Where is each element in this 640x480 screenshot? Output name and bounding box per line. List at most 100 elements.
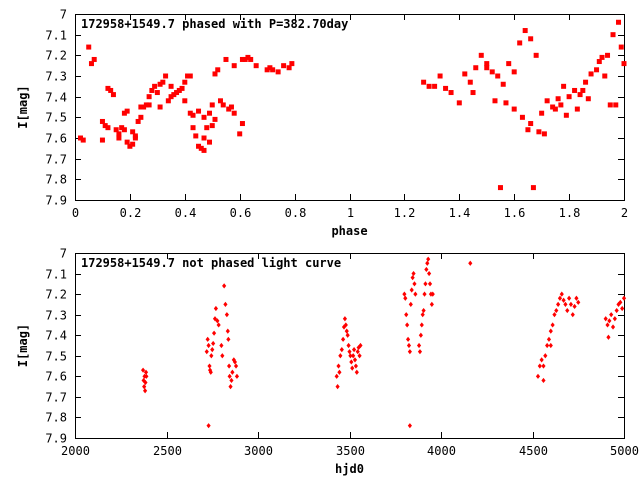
data-point bbox=[554, 307, 559, 314]
data-point bbox=[208, 369, 213, 375]
data-point bbox=[550, 104, 556, 110]
data-point bbox=[352, 357, 358, 363]
data-point bbox=[190, 112, 196, 118]
data-point bbox=[484, 61, 490, 67]
data-point bbox=[613, 102, 619, 108]
data-point bbox=[350, 365, 355, 371]
data-point bbox=[185, 73, 191, 79]
data-point bbox=[420, 312, 425, 318]
data-point bbox=[596, 59, 602, 65]
data-point bbox=[511, 106, 517, 112]
data-point bbox=[543, 353, 548, 359]
data-point bbox=[77, 135, 83, 141]
data-point bbox=[341, 336, 346, 342]
chart-2: 2000 2500 3000 3500 4000 4500 5000 7 7.1 7.2 7.3 7.… bbox=[16, 247, 639, 477]
data-point bbox=[426, 256, 431, 262]
data-point bbox=[193, 133, 199, 139]
data-point bbox=[201, 135, 207, 141]
data-point bbox=[264, 67, 270, 73]
y-tick-label: 7.5 bbox=[45, 111, 67, 125]
data-point bbox=[555, 96, 561, 102]
y-tick-label: 7.3 bbox=[45, 70, 67, 84]
y-tick-label: 7.6 bbox=[45, 132, 67, 146]
data-point bbox=[176, 87, 182, 93]
data-point bbox=[607, 318, 612, 324]
y-tick-label: 7.7 bbox=[45, 153, 67, 167]
y-tick-label: 7.8 bbox=[45, 411, 67, 425]
data-point bbox=[572, 87, 578, 93]
data-point bbox=[146, 102, 152, 108]
data-point bbox=[410, 275, 415, 281]
data-point bbox=[497, 185, 503, 191]
data-point bbox=[432, 83, 438, 89]
data-point bbox=[207, 110, 213, 116]
data-point bbox=[405, 322, 410, 328]
data-point bbox=[506, 61, 512, 67]
x-axis-label: phase bbox=[331, 224, 367, 238]
y-tick-label: 7.9 bbox=[45, 194, 67, 208]
data-point bbox=[232, 359, 238, 365]
data-point bbox=[408, 301, 413, 307]
data-point bbox=[207, 367, 213, 373]
data-point bbox=[422, 291, 427, 297]
data-point bbox=[116, 131, 122, 137]
data-point bbox=[407, 349, 412, 355]
x-tick-label: 5000 bbox=[610, 444, 639, 458]
data-point bbox=[620, 305, 625, 312]
data-point bbox=[220, 353, 225, 359]
data-point bbox=[113, 127, 119, 133]
data-point bbox=[607, 102, 613, 108]
x-tick-label: 1.8 bbox=[559, 206, 581, 220]
data-point bbox=[110, 92, 116, 98]
chart-title: 172958+1549.7 not phased light curve bbox=[81, 256, 341, 270]
data-point bbox=[226, 336, 231, 342]
data-point bbox=[548, 342, 553, 349]
x-tick-label: 2000 bbox=[61, 444, 90, 458]
data-point bbox=[105, 125, 111, 131]
data-point bbox=[225, 328, 230, 334]
data-point bbox=[143, 379, 148, 386]
data-point bbox=[196, 108, 202, 114]
data-point bbox=[228, 384, 233, 390]
data-point bbox=[467, 79, 473, 85]
data-point bbox=[160, 79, 166, 85]
data-point bbox=[141, 377, 146, 384]
data-point bbox=[286, 65, 292, 71]
data-point bbox=[561, 83, 567, 89]
data-point bbox=[121, 127, 127, 133]
data-point bbox=[421, 79, 427, 85]
data-point bbox=[138, 104, 144, 110]
data-point bbox=[355, 349, 360, 355]
data-point bbox=[209, 123, 215, 129]
data-point bbox=[142, 384, 147, 390]
data-point bbox=[337, 369, 342, 375]
data-point bbox=[130, 141, 136, 147]
data-point bbox=[541, 363, 546, 369]
x-tick-label: 1.2 bbox=[394, 206, 416, 220]
data-point bbox=[239, 121, 245, 127]
data-point bbox=[577, 92, 583, 98]
y-tick-label: 7.2 bbox=[45, 49, 67, 63]
data-point bbox=[522, 28, 528, 34]
y-tick-label: 7.8 bbox=[45, 173, 67, 187]
x-tick-label: 0.4 bbox=[175, 206, 197, 220]
data-point bbox=[576, 299, 581, 305]
data-point bbox=[503, 100, 509, 106]
data-point bbox=[336, 363, 341, 369]
x-tick-label: 0.8 bbox=[285, 206, 307, 220]
data-point bbox=[270, 67, 276, 73]
y-tick-label: 7.2 bbox=[45, 288, 67, 302]
x-tick-label: 1.6 bbox=[504, 206, 526, 220]
data-point bbox=[605, 52, 611, 58]
data-point bbox=[411, 270, 416, 277]
data-point bbox=[212, 330, 217, 336]
data-point bbox=[354, 369, 359, 375]
data-point bbox=[566, 94, 572, 100]
data-point bbox=[171, 92, 177, 98]
data-point bbox=[539, 110, 545, 116]
data-point bbox=[143, 102, 149, 108]
data-point bbox=[86, 44, 92, 50]
data-point bbox=[353, 363, 358, 369]
data-point bbox=[558, 102, 564, 108]
data-point bbox=[403, 295, 408, 301]
